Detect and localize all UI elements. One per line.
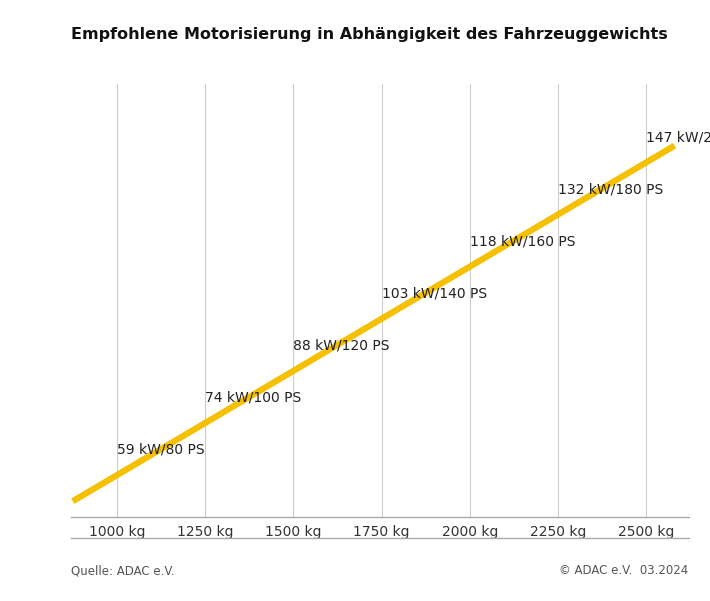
Text: Empfohlene Motorisierung in Abhängigkeit des Fahrzeuggewichts: Empfohlene Motorisierung in Abhängigkeit… (71, 27, 667, 42)
Text: 74 kW/100 PS: 74 kW/100 PS (205, 391, 301, 404)
Text: 118 kW/160 PS: 118 kW/160 PS (470, 234, 575, 248)
Text: 103 kW/140 PS: 103 kW/140 PS (381, 287, 487, 300)
Text: 147 kW/200 PS: 147 kW/200 PS (646, 130, 710, 144)
Text: 132 kW/180 PS: 132 kW/180 PS (558, 182, 663, 197)
Text: 59 kW/80 PS: 59 kW/80 PS (117, 443, 204, 457)
Text: © ADAC e.V.  03.2024: © ADAC e.V. 03.2024 (559, 564, 689, 578)
Text: Quelle: ADAC e.V.: Quelle: ADAC e.V. (71, 564, 175, 578)
Text: 88 kW/120 PS: 88 kW/120 PS (293, 338, 390, 353)
